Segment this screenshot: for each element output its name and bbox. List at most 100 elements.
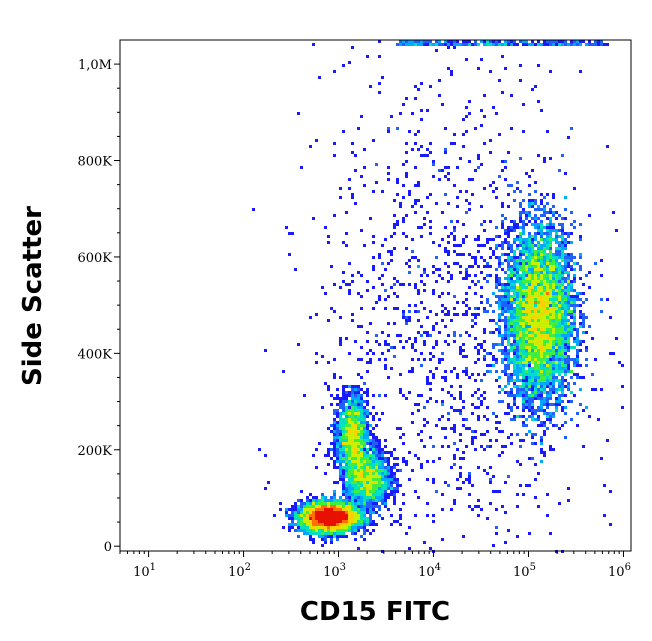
event-dot (399, 469, 402, 472)
event-dot (315, 313, 318, 316)
event-dot (327, 361, 330, 364)
event-dot (531, 286, 534, 289)
event-dot (495, 343, 498, 346)
event-dot (543, 211, 546, 214)
event-dot (489, 265, 492, 268)
event-dot (339, 523, 342, 526)
event-dot (384, 460, 387, 463)
event-dot (387, 250, 390, 253)
event-dot (564, 340, 567, 343)
event-dot (519, 313, 522, 316)
event-dot (321, 520, 324, 523)
event-dot (357, 490, 360, 493)
event-dot (573, 361, 576, 364)
event-dot (552, 319, 555, 322)
event-dot (294, 508, 297, 511)
event-dot (528, 313, 531, 316)
event-dot (342, 391, 345, 394)
event-dot (345, 535, 348, 538)
event-dot (525, 349, 528, 352)
event-dot (552, 307, 555, 310)
event-dot (609, 316, 612, 319)
event-dot (525, 43, 528, 46)
event-dot (552, 388, 555, 391)
event-dot (507, 364, 510, 367)
event-dot (576, 298, 579, 301)
event-dot (525, 256, 528, 259)
event-dot (384, 439, 387, 442)
event-dot (516, 340, 519, 343)
x-tick-label: 106 (608, 562, 631, 580)
event-dot (567, 259, 570, 262)
event-dot (552, 214, 555, 217)
event-dot (534, 397, 537, 400)
event-dot (264, 454, 267, 457)
event-dot (537, 346, 540, 349)
event-dot (561, 304, 564, 307)
event-dot (549, 376, 552, 379)
event-dot (522, 211, 525, 214)
event-dot (366, 280, 369, 283)
event-dots (252, 40, 624, 553)
event-dot (528, 334, 531, 337)
event-dot (489, 139, 492, 142)
event-dot (555, 343, 558, 346)
event-dot (330, 514, 333, 517)
event-dot (360, 427, 363, 430)
event-dot (348, 433, 351, 436)
event-dot (354, 481, 357, 484)
event-dot (543, 433, 546, 436)
event-dot (366, 457, 369, 460)
event-dot (531, 277, 534, 280)
event-dot (411, 343, 414, 346)
event-dot (342, 433, 345, 436)
event-dot (345, 454, 348, 457)
event-dot (402, 457, 405, 460)
event-dot (348, 448, 351, 451)
event-dot (366, 400, 369, 403)
event-dot (390, 451, 393, 454)
event-dot (360, 511, 363, 514)
event-dot (375, 454, 378, 457)
event-dot (453, 334, 456, 337)
event-dot (513, 307, 516, 310)
event-dot (399, 340, 402, 343)
event-dot (372, 451, 375, 454)
event-dot (513, 241, 516, 244)
event-dot (339, 340, 342, 343)
event-dot (339, 457, 342, 460)
event-dot (474, 448, 477, 451)
event-dot (576, 262, 579, 265)
event-dot (369, 511, 372, 514)
event-dot (546, 334, 549, 337)
event-dot (351, 403, 354, 406)
event-dot (372, 190, 375, 193)
event-dot (498, 43, 501, 46)
event-dot (582, 376, 585, 379)
event-dot (474, 169, 477, 172)
event-dot (423, 43, 426, 46)
event-dot (567, 265, 570, 268)
event-dot (342, 511, 345, 514)
event-dot (366, 463, 369, 466)
event-dot (342, 271, 345, 274)
event-dot (360, 535, 363, 538)
event-dot (534, 265, 537, 268)
event-dot (393, 247, 396, 250)
event-dot (474, 337, 477, 340)
event-dot (540, 247, 543, 250)
event-dot (534, 208, 537, 211)
event-dot (501, 283, 504, 286)
event-dot (342, 472, 345, 475)
event-dot (528, 253, 531, 256)
event-dot (354, 400, 357, 403)
event-dot (285, 226, 288, 229)
event-dot (378, 394, 381, 397)
event-dot (519, 244, 522, 247)
event-dot (531, 346, 534, 349)
event-dot (357, 397, 360, 400)
event-dot (465, 445, 468, 448)
event-dot (438, 361, 441, 364)
event-dot (531, 217, 534, 220)
event-dot (360, 478, 363, 481)
